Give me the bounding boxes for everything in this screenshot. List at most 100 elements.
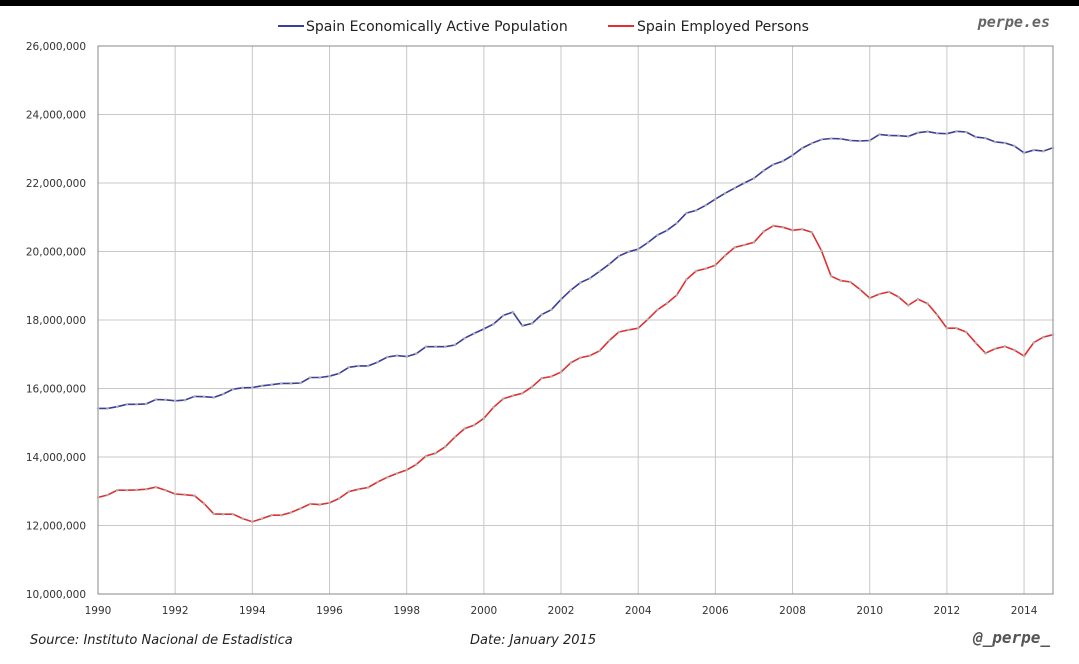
data-point bbox=[434, 345, 437, 349]
data-point bbox=[405, 468, 409, 472]
data-point bbox=[241, 517, 244, 520]
data-point bbox=[415, 463, 418, 466]
data-point bbox=[463, 336, 466, 340]
data-point bbox=[144, 402, 148, 406]
data-point bbox=[608, 339, 611, 342]
series-layer bbox=[96, 130, 1055, 523]
data-point bbox=[656, 308, 659, 312]
data-point bbox=[164, 488, 167, 492]
x-tick-label: 2008 bbox=[779, 605, 806, 617]
data-point bbox=[299, 507, 302, 510]
data-point bbox=[916, 131, 920, 134]
data-point bbox=[415, 352, 418, 355]
data-point bbox=[955, 130, 958, 133]
data-point bbox=[829, 137, 833, 140]
data-point bbox=[714, 197, 717, 201]
data-point bbox=[646, 318, 650, 321]
data-point bbox=[299, 381, 302, 385]
data-point bbox=[116, 488, 119, 492]
data-point bbox=[482, 417, 486, 420]
legend: Spain Economically Active Population Spa… bbox=[278, 19, 809, 35]
data-point bbox=[636, 326, 640, 330]
series-line bbox=[98, 130, 1054, 410]
data-point bbox=[608, 262, 611, 266]
data-point bbox=[511, 394, 515, 398]
data-point bbox=[733, 246, 736, 249]
data-point bbox=[887, 290, 891, 294]
data-point bbox=[357, 364, 360, 368]
x-tick-label: 2004 bbox=[625, 605, 652, 617]
data-point bbox=[617, 330, 621, 334]
data-point bbox=[926, 302, 929, 305]
x-tick-label: 2000 bbox=[470, 605, 497, 617]
top-border bbox=[0, 0, 1079, 6]
data-point bbox=[289, 511, 293, 514]
x-tick-label: 1992 bbox=[162, 605, 189, 617]
data-point bbox=[598, 349, 601, 353]
legend-label-employed: Spain Employed Persons bbox=[637, 19, 809, 35]
data-point bbox=[308, 502, 312, 506]
data-point bbox=[366, 364, 370, 368]
y-axis: 10,000,000 12,000,000 14,000,000 16,000,000… bbox=[26, 41, 86, 601]
twitter-handle: @_perpe_ bbox=[972, 628, 1050, 647]
data-point bbox=[569, 288, 572, 292]
data-point bbox=[280, 513, 283, 517]
data-point bbox=[579, 356, 582, 360]
y-tick-label: 20,000,000 bbox=[26, 247, 86, 259]
data-point bbox=[579, 281, 582, 285]
data-point bbox=[202, 502, 206, 505]
data-point bbox=[154, 485, 158, 489]
data-point bbox=[395, 472, 399, 475]
data-point bbox=[656, 233, 659, 237]
y-tick-label: 10,000,000 bbox=[26, 589, 86, 601]
data-point bbox=[984, 351, 987, 355]
data-point bbox=[752, 241, 756, 244]
data-point bbox=[521, 324, 524, 328]
data-point bbox=[251, 520, 254, 523]
data-point bbox=[772, 163, 775, 166]
data-point bbox=[280, 382, 283, 385]
data-point bbox=[125, 488, 129, 492]
data-point bbox=[810, 231, 814, 234]
data-point bbox=[897, 134, 900, 137]
data-point bbox=[376, 360, 380, 364]
data-point bbox=[251, 386, 254, 389]
y-tick-label: 14,000,000 bbox=[26, 452, 86, 464]
data-point bbox=[829, 274, 833, 278]
data-point bbox=[627, 328, 630, 332]
data-point bbox=[1013, 348, 1016, 352]
data-point bbox=[530, 385, 534, 389]
data-point bbox=[482, 327, 486, 331]
data-point bbox=[723, 254, 727, 257]
data-point bbox=[868, 139, 871, 142]
data-point bbox=[106, 493, 109, 497]
legend-label-active: Spain Economically Active Population bbox=[306, 19, 568, 35]
data-point bbox=[1022, 354, 1026, 358]
data-point bbox=[791, 229, 794, 232]
data-point bbox=[907, 135, 910, 138]
data-point bbox=[752, 176, 756, 180]
data-point bbox=[868, 296, 871, 300]
data-point bbox=[511, 310, 515, 314]
data-point bbox=[839, 279, 843, 282]
data-point bbox=[772, 224, 775, 228]
data-point bbox=[135, 488, 138, 492]
data-point bbox=[665, 301, 669, 305]
data-point bbox=[289, 382, 293, 385]
data-point bbox=[598, 270, 601, 273]
data-point bbox=[800, 227, 804, 231]
data-point bbox=[743, 181, 746, 185]
data-point bbox=[820, 249, 823, 253]
data-point bbox=[183, 398, 187, 402]
data-point bbox=[193, 395, 196, 398]
data-point bbox=[685, 211, 688, 215]
data-point bbox=[135, 403, 138, 406]
data-point bbox=[588, 354, 592, 357]
data-point bbox=[337, 372, 341, 375]
data-point bbox=[270, 383, 273, 387]
grid bbox=[97, 45, 1053, 595]
data-point bbox=[144, 487, 148, 491]
data-point bbox=[405, 355, 409, 358]
data-point bbox=[791, 154, 794, 157]
data-point bbox=[501, 397, 505, 401]
